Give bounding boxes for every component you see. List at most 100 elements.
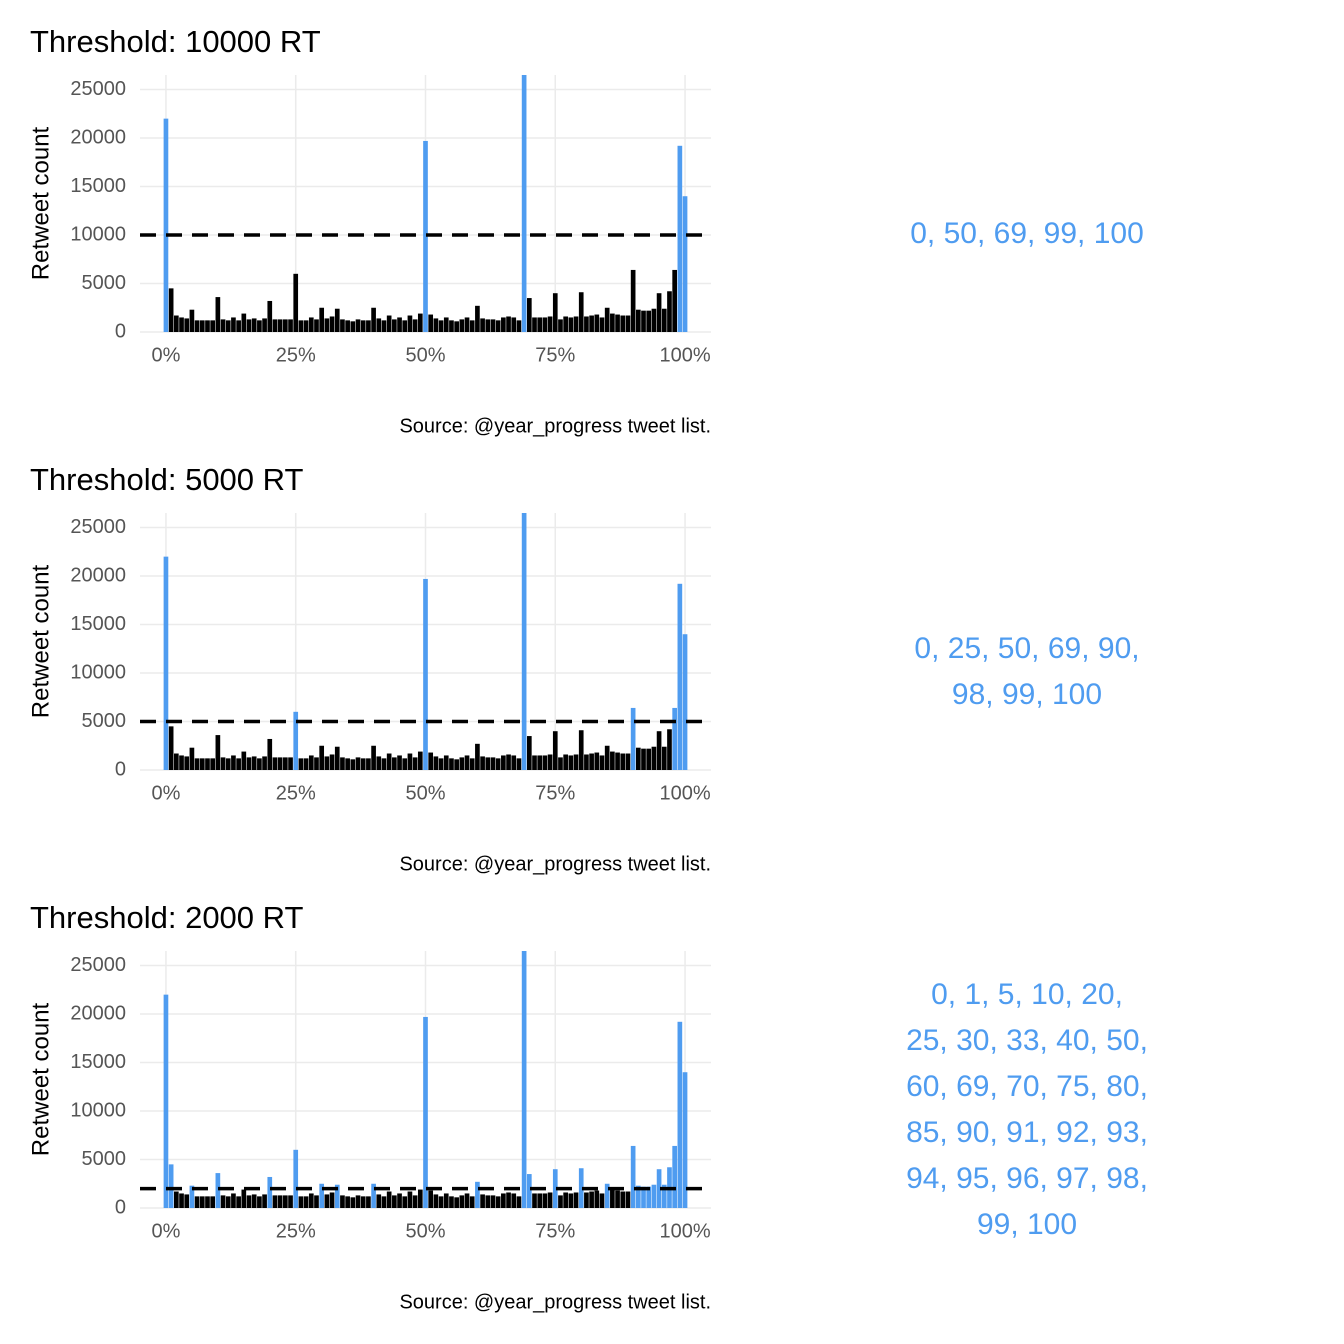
chart-title: Threshold: 10000 RT bbox=[30, 24, 321, 59]
bar bbox=[568, 1193, 574, 1208]
bar bbox=[194, 320, 200, 332]
bar bbox=[319, 745, 325, 770]
bar bbox=[381, 1196, 387, 1208]
bar bbox=[443, 317, 449, 332]
bar bbox=[537, 317, 543, 332]
bar bbox=[480, 756, 485, 770]
y-tick-label: 20000 bbox=[70, 126, 126, 148]
bar bbox=[366, 758, 371, 770]
panel: Threshold: 2000 RT Retweet count Source: @… bbox=[27, 900, 1148, 1313]
bar bbox=[635, 747, 641, 770]
bar bbox=[308, 317, 314, 332]
bar bbox=[449, 758, 454, 770]
y-axis-label: Retweet count bbox=[27, 126, 54, 280]
bar bbox=[407, 753, 413, 770]
bar bbox=[552, 731, 558, 770]
bar bbox=[324, 756, 330, 770]
bar bbox=[241, 313, 247, 332]
bar bbox=[661, 308, 667, 332]
x-tick-label: 0% bbox=[152, 782, 181, 804]
bar bbox=[428, 752, 434, 770]
bar bbox=[501, 755, 506, 770]
bar bbox=[449, 1196, 454, 1208]
x-tick-label: 0% bbox=[152, 1220, 181, 1242]
bar bbox=[334, 746, 340, 770]
bar bbox=[163, 118, 169, 332]
bar bbox=[651, 308, 657, 332]
bar bbox=[272, 757, 278, 770]
bar bbox=[449, 320, 454, 332]
bar bbox=[366, 320, 371, 332]
bar bbox=[246, 319, 252, 332]
x-tick-label: 100% bbox=[659, 1220, 710, 1242]
bar bbox=[620, 1191, 626, 1208]
bar bbox=[236, 320, 241, 332]
bar bbox=[386, 315, 392, 332]
bar bbox=[392, 757, 397, 770]
y-tick-label: 5000 bbox=[82, 1148, 127, 1170]
bar bbox=[220, 1195, 226, 1208]
bar bbox=[371, 1183, 376, 1208]
bar bbox=[376, 1194, 382, 1208]
bar bbox=[236, 1196, 241, 1208]
bar bbox=[682, 196, 688, 332]
bar bbox=[340, 757, 345, 770]
bar bbox=[412, 1195, 418, 1208]
annotation: 25, 30, 33, 40, 50, bbox=[906, 1024, 1148, 1057]
bar bbox=[251, 756, 257, 770]
bar bbox=[262, 318, 267, 332]
bar bbox=[573, 316, 579, 332]
bar bbox=[236, 758, 241, 770]
bar bbox=[334, 308, 340, 332]
bar bbox=[303, 1196, 309, 1208]
annotation: 94, 95, 96, 97, 98, bbox=[906, 1162, 1148, 1195]
bar bbox=[594, 1190, 600, 1208]
bar bbox=[506, 316, 511, 332]
y-tick-label: 15000 bbox=[70, 1051, 126, 1073]
bar bbox=[620, 315, 626, 332]
bar bbox=[604, 745, 610, 770]
bar bbox=[288, 757, 293, 770]
bar bbox=[584, 754, 589, 770]
bar bbox=[480, 318, 485, 332]
bar bbox=[443, 755, 449, 770]
caption: Source: @year_progress tweet list. bbox=[399, 1291, 711, 1313]
bar bbox=[672, 269, 677, 332]
bar bbox=[179, 755, 184, 770]
bar bbox=[329, 316, 335, 332]
bar bbox=[667, 729, 672, 770]
bar bbox=[433, 756, 439, 770]
bar bbox=[386, 753, 392, 770]
bar bbox=[319, 307, 325, 332]
y-tick-label: 10000 bbox=[70, 1099, 126, 1121]
bar bbox=[371, 745, 376, 770]
bar bbox=[521, 513, 527, 770]
bar bbox=[485, 757, 491, 770]
bar bbox=[438, 320, 444, 332]
bar bbox=[283, 757, 288, 770]
bar bbox=[558, 1195, 563, 1208]
bar bbox=[625, 315, 631, 332]
bar bbox=[526, 736, 532, 770]
bar bbox=[475, 305, 480, 332]
bar bbox=[428, 314, 434, 332]
bar bbox=[314, 1195, 319, 1208]
bar bbox=[532, 755, 537, 770]
bar bbox=[210, 758, 216, 770]
bar bbox=[469, 758, 475, 770]
bar bbox=[433, 1194, 439, 1208]
bar bbox=[651, 1184, 657, 1208]
bar bbox=[225, 1196, 231, 1208]
bar bbox=[542, 755, 548, 770]
bar bbox=[495, 1196, 501, 1208]
x-tick-label: 0% bbox=[152, 344, 181, 366]
bar bbox=[625, 1191, 631, 1208]
bar bbox=[334, 1184, 340, 1208]
y-tick-label: 5000 bbox=[82, 710, 127, 732]
bar bbox=[163, 556, 169, 770]
bar bbox=[480, 1194, 485, 1208]
bar bbox=[412, 757, 418, 770]
bar bbox=[651, 746, 657, 770]
bar bbox=[350, 759, 356, 770]
